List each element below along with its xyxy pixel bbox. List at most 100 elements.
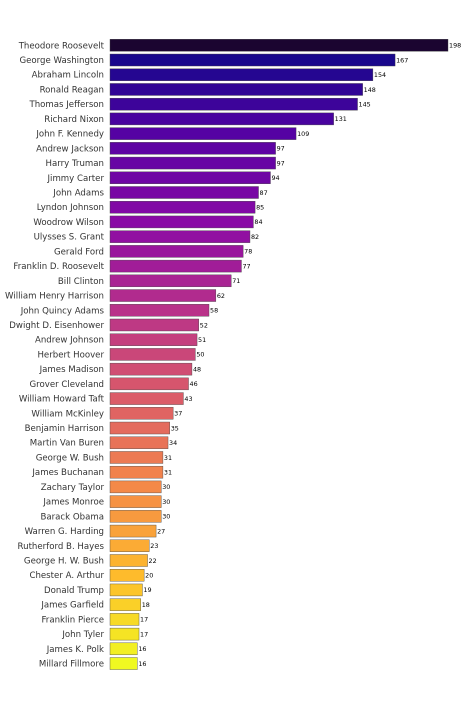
bar [109,392,184,405]
category-label: Dwight D. Eisenhower [9,321,104,331]
bar [109,657,138,670]
category-label: Andrew Jackson [36,144,104,154]
bar-value-label: 30 [162,498,170,506]
bar-value-label: 62 [217,292,225,300]
bar-value-label: 20 [145,572,153,580]
category-label: Abraham Lincoln [32,71,104,81]
bar-value-label: 77 [242,262,250,270]
category-label: Franklin D. Roosevelt [13,262,104,272]
bar [109,583,143,597]
category-label: Barack Obama [40,512,104,522]
bar [109,304,210,317]
bar-value-label: 58 [210,307,218,315]
bar-value-label: 16 [138,645,146,653]
bar [109,215,254,229]
category-label: Chester A. Arthur [29,571,104,581]
bar [109,642,138,656]
bar [109,627,140,641]
bar-value-label: 23 [150,542,158,550]
bar [109,318,199,332]
bar-value-label: 37 [174,410,182,418]
category-label: William McKinley [31,409,104,419]
category-label: Zachary Taylor [41,483,105,493]
category-label: Donald Trump [44,586,104,596]
category-label: Woodrow Wilson [33,218,104,228]
bar-value-label: 198 [449,42,461,50]
category-label: George Washington [19,56,104,66]
bar [109,201,256,214]
category-label: Harry Truman [45,159,104,169]
category-label: Ulysses S. Grant [34,233,105,243]
bar [109,524,157,538]
bar-value-label: 31 [164,468,172,476]
bar [109,230,251,243]
bar-value-label: 48 [193,365,201,373]
category-label: Grover Cleveland [29,380,104,390]
category-label: James K. Polk [46,645,104,655]
bar-value-label: 84 [254,218,262,226]
category-label: Thomas Jefferson [28,100,104,110]
bar [109,127,297,140]
category-label: Franklin Pierce [41,615,104,625]
bars-group [109,39,449,670]
bar-value-label: 82 [251,233,259,241]
category-label: Gerald Ford [54,247,104,257]
bar [109,495,162,508]
category-label: John Quincy Adams [20,306,105,316]
category-label: Theodore Roosevelt [18,41,105,51]
bar [109,377,189,391]
category-label: Bill Clinton [58,277,104,287]
bar-value-label: 18 [142,601,150,609]
category-label: Jimmy Carter [47,174,105,184]
bar-value-label: 50 [196,351,204,359]
bar-value-label: 22 [149,557,157,565]
bar [109,539,150,552]
bar [109,97,358,111]
category-label: John Adams [52,189,104,199]
category-label: Lyndon Johnson [37,203,104,213]
bar [109,436,169,449]
bar-value-label: 46 [190,380,198,388]
bar [109,333,198,346]
bar-value-label: 87 [260,189,268,197]
bar-value-label: 17 [140,630,148,638]
bar [109,39,449,52]
bar [109,407,174,420]
category-label: George H. W. Bush [24,557,104,567]
bar-value-label: 17 [140,616,148,624]
category-label: William Howard Taft [19,395,105,405]
bar-value-label: 94 [271,174,279,182]
category-label: Benjamin Harrison [25,424,104,434]
bar-value-label: 154 [374,71,386,79]
category-label: Andrew Johnson [35,336,104,346]
bar [109,348,196,361]
bar [109,598,141,611]
bar-value-label: 27 [157,527,165,535]
category-label: James Monroe [42,498,104,508]
bar-value-label: 145 [359,100,371,108]
bar-value-label: 51 [198,336,206,344]
bar [109,171,271,184]
bar-value-label: 31 [164,454,172,462]
category-label: Martin Van Buren [30,439,104,449]
bar [109,53,396,67]
category-label: Richard Nixon [44,115,104,125]
category-label: James Garfield [40,601,104,611]
category-label: Rutherford B. Hayes [18,542,105,552]
bar [109,289,217,302]
category-label: William Henry Harrison [5,292,104,302]
category-label: Millard Fillmore [39,660,104,670]
category-labels-group: Theodore Roosevelt George Washington Abrah… [5,41,105,669]
category-label: Herbert Hoover [37,350,104,360]
bar [109,421,170,435]
bar [109,83,363,96]
category-label: James Buchanan [31,468,104,478]
category-label: James Madison [39,365,104,375]
bar-value-label: 43 [184,395,192,403]
bar [109,362,193,376]
bar [109,259,242,273]
category-label: George W. Bush [36,453,104,463]
bar-value-label: 16 [138,660,146,668]
bar-value-label: 78 [244,248,252,256]
